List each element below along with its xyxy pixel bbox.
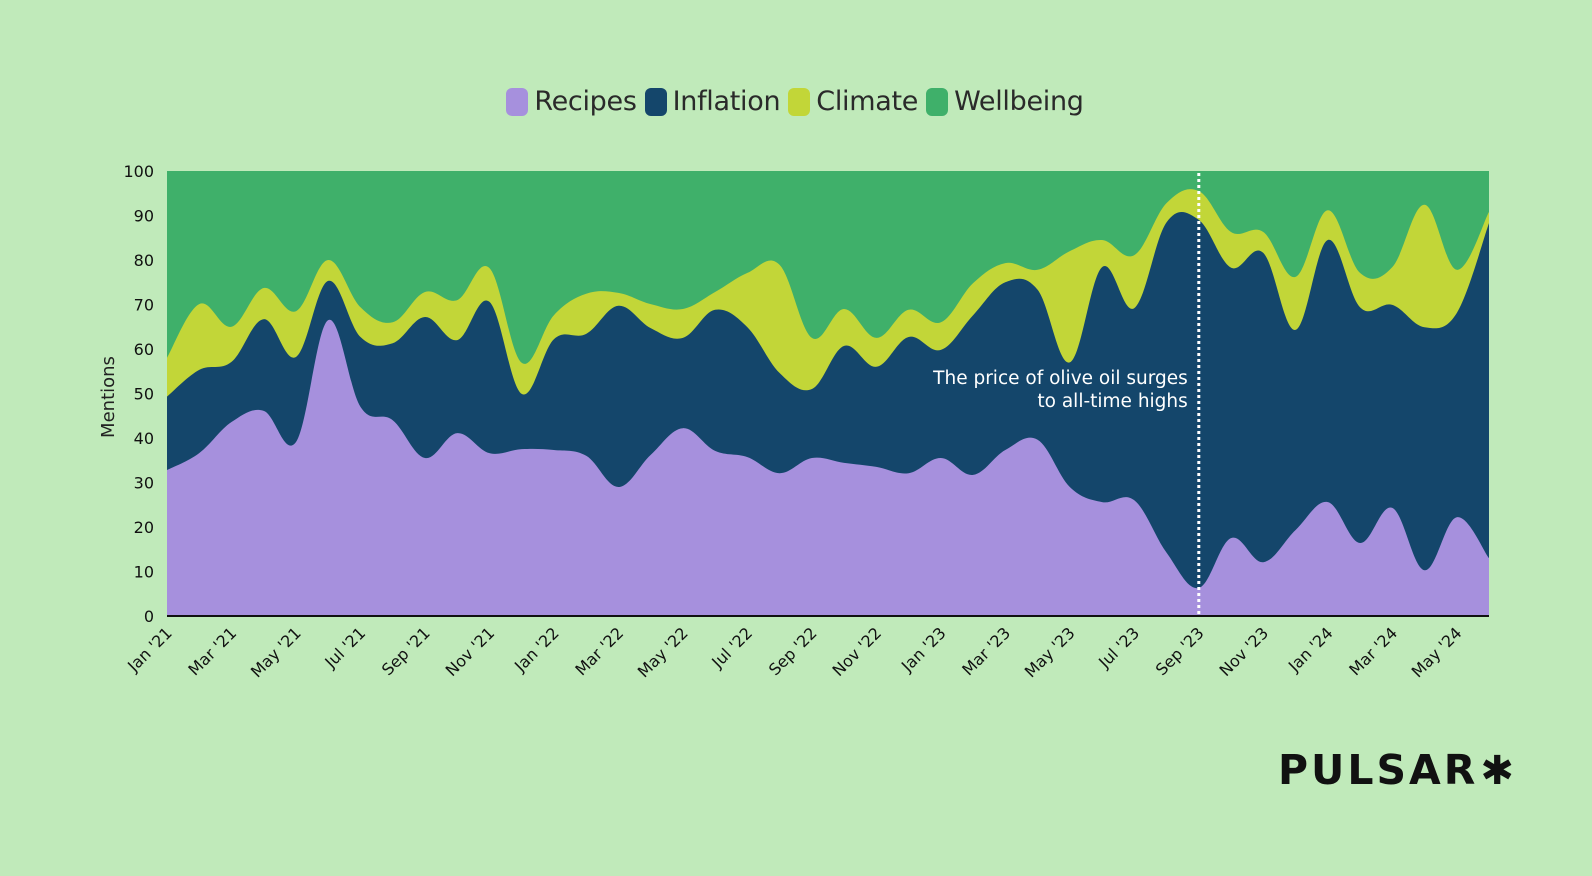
y-tick-label: 0 (144, 607, 154, 626)
legend-item-recipes: Recipes (506, 86, 637, 117)
y-tick-label: 100 (123, 162, 154, 181)
legend-item-wellbeing: Wellbeing (926, 86, 1084, 117)
area-recipes (167, 319, 1489, 616)
legend-label: Inflation (672, 86, 781, 117)
legend-swatch (788, 87, 811, 116)
legend-swatch (926, 87, 949, 116)
pulsar-logo: PULSAR✱ (1278, 746, 1517, 794)
legend-label: Climate (816, 86, 919, 117)
x-tick-label: May '21 (247, 623, 305, 681)
area-series-group (167, 171, 1489, 616)
y-tick-label: 50 (134, 385, 154, 404)
x-tick-label: Jul '22 (707, 623, 756, 672)
x-tick-label: Sep '22 (765, 623, 821, 679)
legend-label: Wellbeing (954, 86, 1084, 117)
x-tick-label: Jan '22 (510, 623, 563, 676)
legend-label: Recipes (534, 86, 637, 117)
x-tick-label: Nov '22 (829, 623, 886, 680)
chart-legend: Recipes Inflation Climate Wellbeing (0, 86, 1592, 117)
y-axis-label: Mentions (98, 356, 119, 438)
x-tick-label: Mar '21 (184, 623, 240, 679)
annotation-text: The price of olive oil surges (932, 368, 1188, 389)
annotation-text: to all-time highs (1037, 391, 1187, 412)
x-tick-label: May '23 (1021, 623, 1079, 681)
y-tick-label: 20 (134, 518, 154, 537)
y-tick-label: 90 (134, 207, 154, 226)
x-tick-label: May '22 (634, 623, 692, 681)
x-tick-label: May '24 (1408, 623, 1466, 681)
asterisk-icon: ✱ (1480, 748, 1517, 794)
x-tick-label: Jan '21 (123, 623, 176, 676)
x-tick-label: Jan '23 (897, 623, 950, 676)
y-tick-label: 70 (134, 296, 154, 315)
y-tick-label: 40 (134, 429, 154, 448)
y-tick-label: 80 (134, 251, 154, 270)
x-axis: Jan '21 Mar '21 May '21 Jul '21 Sep '21 Nov '… (123, 623, 1465, 681)
x-tick-label: Nov '21 (442, 623, 499, 680)
x-tick-label: Sep '21 (378, 623, 434, 679)
x-tick-label: Mar '22 (571, 623, 627, 679)
x-tick-label: Sep '23 (1152, 623, 1208, 679)
x-tick-label: Jul '23 (1094, 623, 1143, 672)
legend-swatch (644, 87, 667, 116)
x-tick-label: Mar '23 (958, 623, 1014, 679)
x-tick-label: Jan '24 (1284, 623, 1337, 676)
legend-swatch (506, 87, 529, 116)
y-tick-label: 30 (134, 474, 154, 493)
x-tick-label: Nov '23 (1215, 623, 1272, 680)
y-axis: 0 10 20 30 40 50 60 70 80 90 100 (123, 162, 154, 626)
legend-item-climate: Climate (788, 86, 918, 117)
y-tick-label: 60 (134, 340, 154, 359)
logo-text: PULSAR (1278, 746, 1479, 794)
legend-item-inflation: Inflation (644, 86, 781, 117)
x-tick-label: Jul '21 (320, 623, 369, 672)
y-tick-label: 10 (134, 563, 154, 582)
x-tick-label: Mar '24 (1345, 623, 1401, 679)
